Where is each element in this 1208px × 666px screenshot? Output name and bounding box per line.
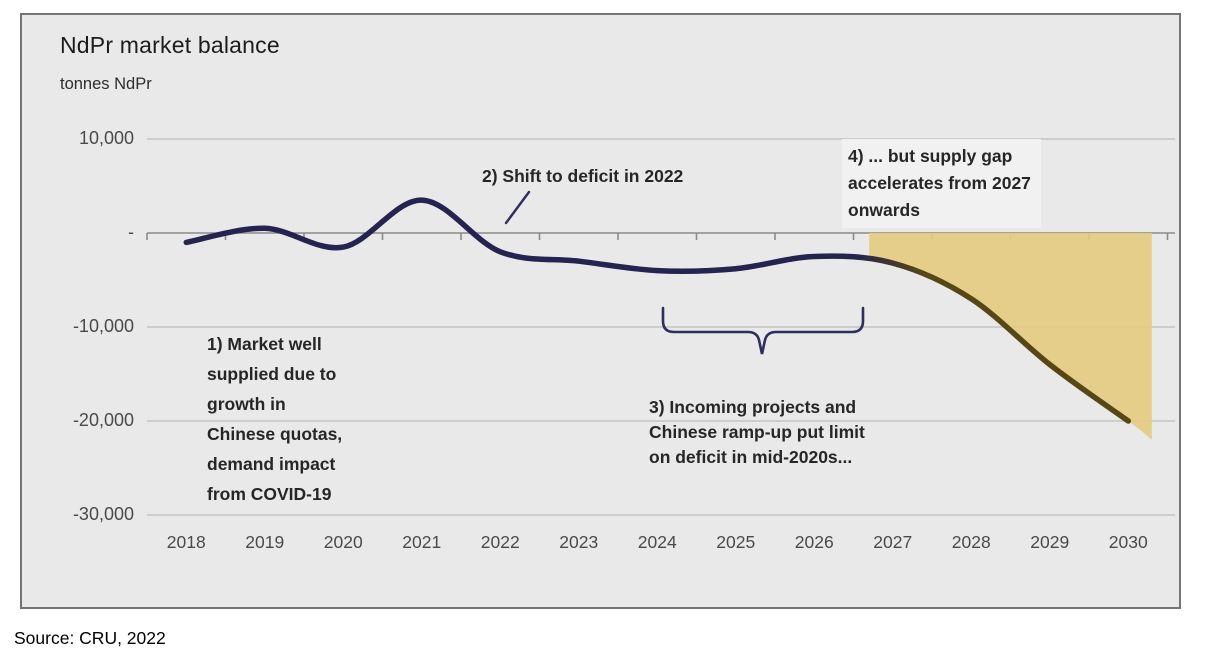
annotation-line: on deficit in mid-2020s... <box>649 447 853 467</box>
annotation-line: 1) Market well <box>207 334 322 354</box>
x-tick-label: 2029 <box>1030 532 1070 552</box>
annotation-shift-to-deficit: 2) Shift to deficit in 2022 <box>482 163 683 189</box>
chart-unit-label: tonnes NdPr <box>60 75 152 93</box>
market-balance-line <box>183 197 1132 424</box>
source-text: Source: CRU, 2022 <box>14 628 166 648</box>
annotation-incoming-projects: 3) Incoming projects and Chinese ramp-up … <box>649 395 865 470</box>
chart-panel: NdPr market balance tonnes NdPr 10,000 - -… <box>20 13 1181 609</box>
y-tick-label: - <box>128 222 134 242</box>
annotation-line: from COVID-19 <box>207 484 332 504</box>
annotation-line: demand impact <box>207 454 336 474</box>
x-tick-label: 2023 <box>559 532 599 552</box>
chart-title: NdPr market balance <box>60 32 280 58</box>
x-tick-label: 2026 <box>794 532 834 552</box>
annotation-line: accelerates from 2027 <box>848 173 1031 193</box>
x-tick-label: 2025 <box>716 532 756 552</box>
annotation-line: onwards <box>848 200 920 220</box>
x-tick-label: 2020 <box>323 532 363 552</box>
annotation-market-well-supplied: 1) Market well supplied due to growth in Ch… <box>207 329 342 509</box>
x-tick-label: 2028 <box>951 532 991 552</box>
annotation-line: growth in <box>207 394 286 414</box>
x-tick-label: 2027 <box>873 532 913 552</box>
plot-area <box>146 138 1175 516</box>
x-tick-label: 2024 <box>637 532 677 552</box>
annotation-line: supplied due to <box>207 364 337 384</box>
annotation-line: 2) Shift to deficit in 2022 <box>482 166 684 186</box>
annotation-line: 4) ... but supply gap <box>848 146 1013 166</box>
x-tick-label: 2030 <box>1108 532 1148 552</box>
y-tick-label: -30,000 <box>72 504 134 524</box>
supply-gap-area <box>869 233 1152 440</box>
brace-icon <box>661 306 865 355</box>
x-tick-label: 2022 <box>480 532 520 552</box>
annotation-pointer-line <box>504 190 531 225</box>
x-tick-label: 2019 <box>245 532 285 552</box>
annotation-supply-gap-accelerates: 4) ... but supply gap accelerates from 20… <box>842 139 1041 228</box>
x-tick-label: 2021 <box>402 532 442 552</box>
annotation-line: Chinese ramp-up put limit <box>649 422 865 442</box>
y-tick-label: -20,000 <box>72 410 134 430</box>
annotation-line: Chinese quotas, <box>207 424 343 444</box>
annotation-line: 3) Incoming projects and <box>649 397 857 417</box>
y-tick-label: 10,000 <box>78 128 134 148</box>
y-tick-label: -10,000 <box>72 316 134 336</box>
x-tick-label: 2018 <box>166 532 206 552</box>
